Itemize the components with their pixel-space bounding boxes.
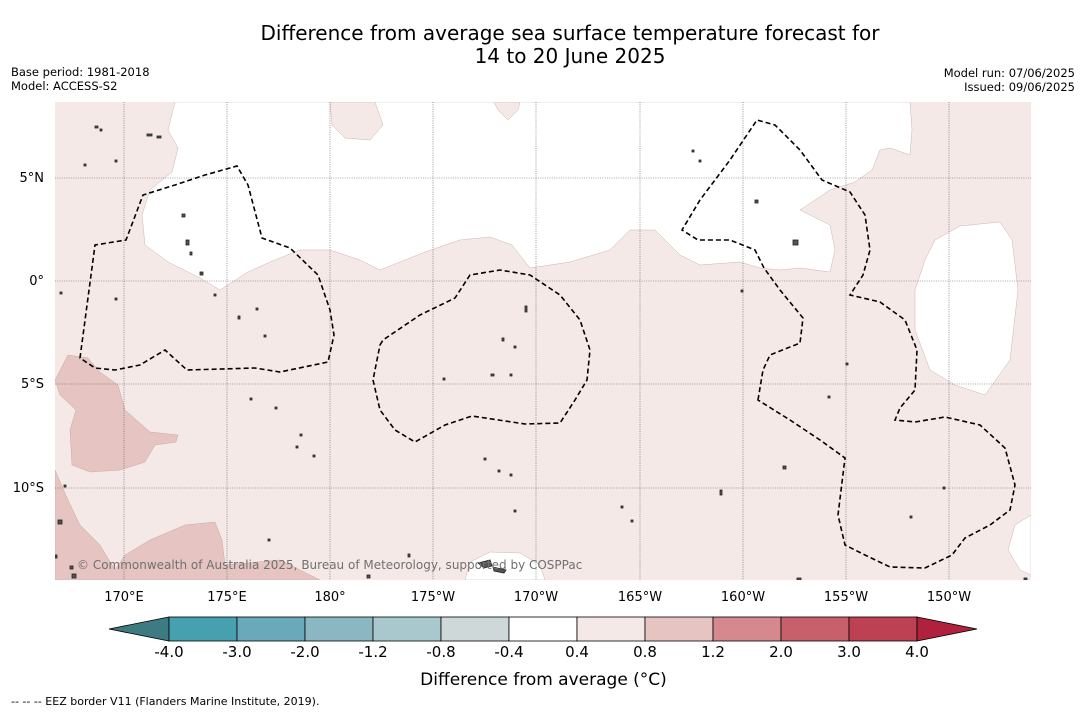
lat-label-0: 0°	[29, 274, 44, 289]
cbar-tick: 1.2	[701, 643, 725, 661]
meta-left: Base period: 1981-2018 Model: ACCESS-S2	[11, 65, 150, 93]
cbar-segment	[848, 616, 918, 642]
cbar-segment	[780, 616, 850, 642]
cbar-tick: 2.0	[769, 643, 793, 661]
cbar-segment	[236, 616, 306, 642]
neutral-region-south	[464, 551, 546, 580]
warm-region-southwest	[55, 469, 321, 580]
cbar-extend-low	[108, 616, 170, 642]
eez-border-west	[79, 165, 335, 373]
cbar-segment	[168, 616, 238, 642]
model-run: Model run: 07/06/2025	[943, 66, 1075, 80]
neutral-region-north	[141, 102, 913, 291]
cbar-tick: 0.8	[633, 643, 657, 661]
warm-patch-small	[493, 102, 521, 121]
cbar-tick: 3.0	[837, 643, 861, 661]
title-line-1: Difference from average sea surface temp…	[260, 21, 880, 45]
cbar-segment	[440, 616, 510, 642]
cbar-tick: -2.0	[290, 643, 320, 661]
lon-label-170e: 170°E	[104, 590, 144, 605]
lon-label-180: 180°	[314, 590, 346, 605]
graticule	[55, 102, 1031, 580]
base-period: Base period: 1981-2018	[11, 65, 150, 79]
cbar-tick: 4.0	[905, 643, 929, 661]
colorbar-label: Difference from average (°C)	[420, 670, 667, 690]
eez-legend-note: -- -- -- EEZ border V11 (Flanders Marine…	[11, 695, 320, 708]
lat-label-5n: 5°N	[19, 171, 45, 186]
cbar-segment	[304, 616, 374, 642]
eez-borders	[79, 119, 1016, 569]
cbar-extend-high	[916, 616, 978, 642]
lon-label-150w: 150°W	[926, 590, 972, 605]
meta-right: Model run: 07/06/2025 Issued: 09/06/2025	[944, 66, 1075, 94]
chart-title: Difference from average sea surface temp…	[0, 22, 1085, 68]
lon-label-175w: 175°W	[410, 590, 456, 605]
cbar-tick: -0.8	[426, 643, 456, 661]
cbar-tick: 0.4	[565, 643, 589, 661]
neutral-region-east	[914, 221, 1019, 396]
cbar-segment	[508, 616, 578, 642]
neutral-region-corner	[1007, 514, 1031, 576]
cbar-tick: -3.0	[222, 643, 252, 661]
lon-label-160w: 160°W	[720, 590, 766, 605]
issued-date: Issued: 09/06/2025	[964, 80, 1075, 94]
title-line-2: 14 to 20 June 2025	[474, 44, 666, 68]
cbar-segment	[644, 616, 714, 642]
model-name: Model: ACCESS-S2	[11, 79, 118, 93]
cbar-segment	[712, 616, 782, 642]
copyright-notice: © Commonwealth of Australia 2025, Bureau…	[77, 558, 583, 572]
lon-label-170w: 170°W	[513, 590, 559, 605]
cbar-tick: -4.0	[154, 643, 184, 661]
cbar-segment	[372, 616, 442, 642]
lon-label-175e: 175°E	[207, 590, 247, 605]
lat-label-10s: 10°S	[12, 481, 44, 496]
eez-border-central	[372, 269, 591, 443]
cbar-segment	[576, 616, 646, 642]
islands	[55, 125, 1028, 580]
lat-label-5s: 5°S	[20, 377, 44, 392]
warm-patch-north	[329, 102, 384, 141]
cbar-tick: -0.4	[494, 643, 524, 661]
lon-label-155w: 155°W	[823, 590, 869, 605]
eez-border-east	[680, 119, 1016, 569]
cbar-tick: -1.2	[358, 643, 388, 661]
lon-label-165w: 165°W	[617, 590, 663, 605]
